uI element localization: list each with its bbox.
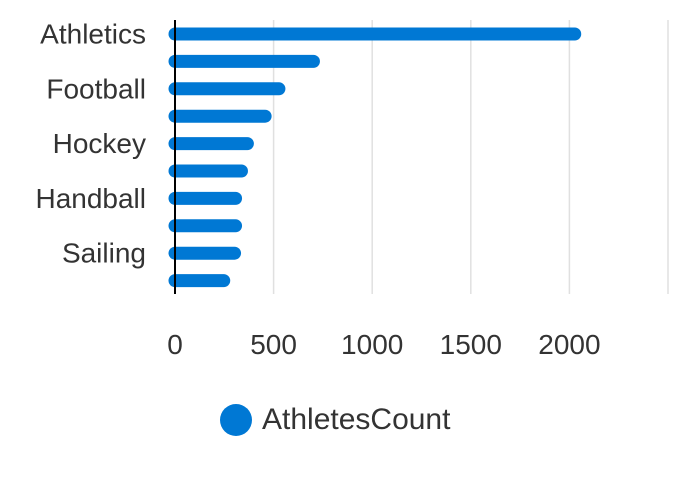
y-tick-labels: Athletics Football Hockey Handball Sailing: [35, 19, 146, 269]
y-tick-label: Football: [46, 73, 146, 104]
bar[interactable]: [168, 109, 272, 123]
bar[interactable]: [168, 82, 286, 96]
x-tick-label: 1000: [341, 329, 403, 360]
x-tick-label: 0: [167, 329, 183, 360]
legend-label: AthletesCount: [262, 403, 451, 436]
legend: AthletesCount: [220, 398, 450, 442]
x-tick-label: 500: [250, 329, 297, 360]
x-tick-label: 2000: [538, 329, 600, 360]
bar[interactable]: [168, 219, 243, 233]
bar[interactable]: [168, 27, 582, 41]
bar[interactable]: [168, 274, 231, 288]
bar[interactable]: [168, 54, 320, 68]
bars: [168, 27, 582, 288]
y-tick-label: Hockey: [53, 128, 146, 159]
bar[interactable]: [168, 246, 242, 260]
bar[interactable]: [168, 137, 254, 151]
x-tick-label: 1500: [440, 329, 502, 360]
legend-swatch: [220, 404, 252, 436]
bar[interactable]: [168, 164, 248, 178]
gridlines: [272, 20, 669, 294]
bar[interactable]: [168, 191, 243, 205]
y-tick-label: Athletics: [40, 19, 146, 50]
x-tick-labels: 0 500 1000 1500 2000: [167, 329, 600, 360]
y-tick-label: Handball: [35, 183, 146, 214]
y-tick-label: Sailing: [62, 238, 146, 269]
